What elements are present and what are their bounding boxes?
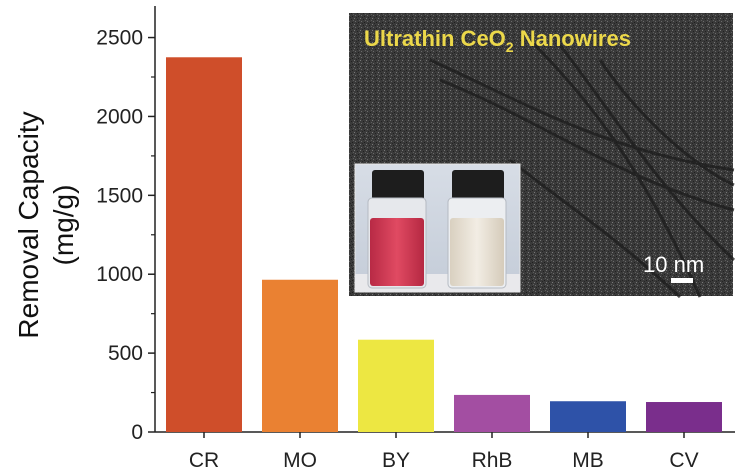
y-tick-label: 500 — [108, 342, 143, 365]
x-tick-label-rhb: RhB — [472, 449, 513, 472]
y-ticks: 0 500 1000 1500 2000 2500 — [96, 27, 155, 444]
x-tick-label-by: BY — [382, 449, 410, 472]
inset-title: Ultrathin CeO2 Nanowires — [364, 26, 631, 55]
y-tick-label: 2000 — [96, 105, 143, 128]
scale-bar — [671, 278, 693, 283]
y-axis-title-line1: Removal Capacity — [13, 111, 44, 338]
bar-mb — [550, 401, 626, 432]
y-axis-title: Removal Capacity (mg/g) — [13, 111, 79, 338]
red-dye-vial — [367, 170, 427, 289]
y-tick-label: 2500 — [96, 27, 143, 50]
bar-rhb — [454, 394, 530, 432]
tem-inset: Ultrathin CeO2 Nanowires 10 nm — [347, 11, 736, 299]
y-tick-label: 0 — [131, 421, 143, 444]
x-tick-label-cr: CR — [189, 449, 219, 472]
y-tick-label: 1500 — [96, 184, 143, 207]
x-tick-label-cv: CV — [669, 449, 698, 472]
x-tick-label-mb: MB — [572, 449, 604, 472]
y-axis-title-line2: (mg/g) — [48, 185, 79, 266]
x-tick-label-mo: MO — [283, 449, 317, 472]
nanowire-streaks — [429, 38, 736, 299]
bar-cr — [166, 57, 242, 433]
bar-cv — [646, 402, 722, 432]
bar-mo — [262, 279, 338, 432]
x-tick-labels: CR MO BY RhB MB CV — [189, 432, 699, 472]
vials-photo — [354, 163, 521, 293]
bars — [166, 57, 722, 433]
scale-bar-label: 10 nm — [643, 252, 704, 277]
bar-by — [358, 339, 434, 432]
y-tick-label: 1000 — [96, 263, 143, 286]
clear-solution-vial — [447, 170, 507, 289]
